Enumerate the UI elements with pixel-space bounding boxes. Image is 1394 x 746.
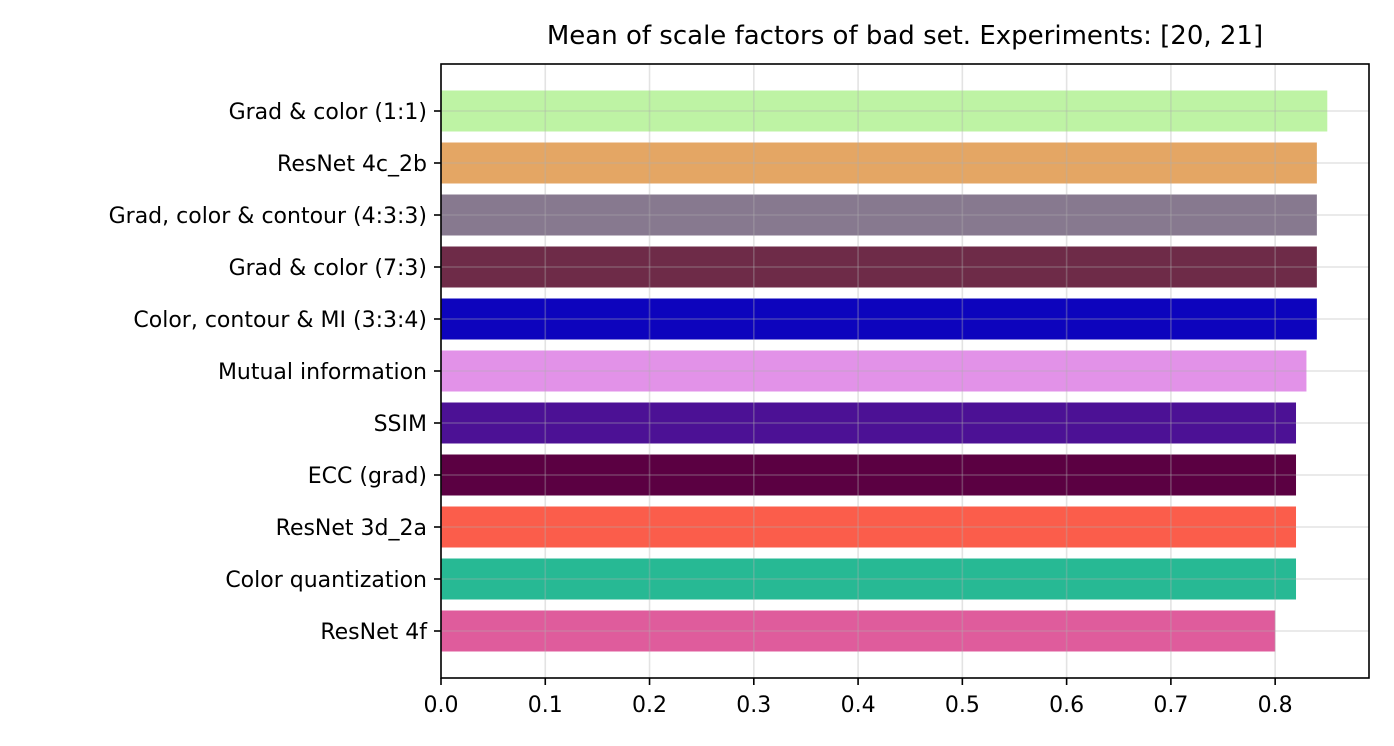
y-tick-label: Grad & color (1:1)	[229, 100, 427, 125]
y-tick-label: ECC (grad)	[308, 464, 427, 489]
plot-frame	[440, 63, 1370, 679]
bar	[441, 246, 1317, 288]
y-tick-label: Grad & color (7:3)	[229, 256, 427, 281]
bar	[441, 194, 1317, 236]
bar	[441, 350, 1307, 392]
x-tick-label: 0.7	[1153, 693, 1188, 718]
y-tick-label: ResNet 3d_2a	[276, 516, 427, 541]
x-tick-label: 0.1	[528, 693, 563, 718]
grid-layer	[440, 64, 1369, 678]
axis-layer: 0.0 0.1 0.2 0.3 0.4 0.5 0.6 0.7 0.8 Grad & color …	[109, 100, 1293, 718]
bar	[441, 142, 1317, 184]
x-tick-label: 0.0	[424, 693, 459, 718]
x-tick-label: 0.4	[841, 693, 876, 718]
y-tick-label: SSIM	[374, 412, 427, 437]
bar	[441, 90, 1328, 132]
x-tick-label: 0.3	[736, 693, 771, 718]
bar	[441, 558, 1297, 600]
y-tick-label: Mutual information	[218, 360, 427, 385]
bar	[441, 402, 1297, 444]
x-tick-label: 0.5	[945, 693, 980, 718]
bar	[441, 506, 1297, 548]
x-tick-label: 0.6	[1049, 693, 1084, 718]
y-tick-label: Color quantization	[225, 568, 427, 593]
bar	[441, 298, 1317, 340]
bar	[441, 610, 1276, 652]
x-tick-label: 0.2	[632, 693, 667, 718]
chart-title: Mean of scale factors of bad set. Experi…	[547, 21, 1263, 51]
y-tick-label: ResNet 4f	[320, 620, 428, 645]
bar-layer	[441, 90, 1328, 652]
x-tick-label: 0.8	[1258, 693, 1293, 718]
bar	[441, 454, 1297, 496]
y-tick-label: Grad, color & contour (4:3:3)	[109, 204, 427, 229]
y-tick-label: ResNet 4c_2b	[277, 152, 427, 177]
y-tick-label: Color, contour & MI (3:3:4)	[133, 308, 427, 333]
